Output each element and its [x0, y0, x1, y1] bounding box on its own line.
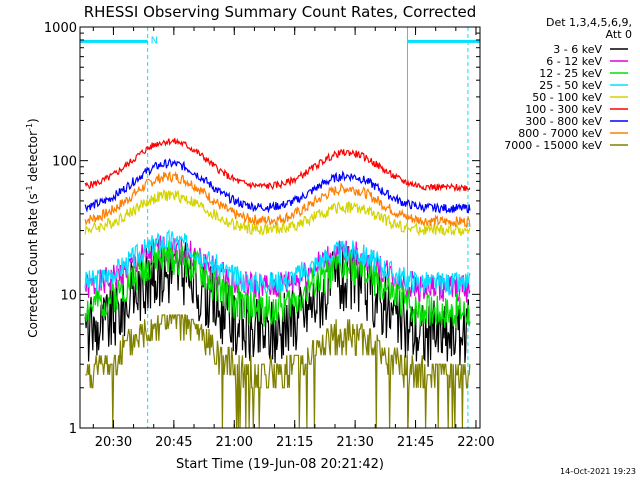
y-tick-label-1: 1 [69, 422, 77, 437]
flag-label: N [151, 35, 158, 46]
series-line-1 [84, 239, 471, 367]
y-axis-label-sup1: -1 [25, 185, 34, 193]
series-line-3 [84, 240, 471, 329]
x-tick-label-4: 21:15 [276, 435, 313, 450]
x-tick-label-7: 22:00 [457, 435, 494, 450]
legend-title-line1: Det 1,3,4,5,6,9, [546, 16, 632, 29]
y-axis-label: Corrected Count Rate (s-1 detector-1) [25, 118, 40, 337]
series-line-8 [84, 170, 471, 229]
generation-timestamp: 14-Oct-2021 19:23 [560, 467, 636, 476]
x-tick-label-3: 21:00 [216, 435, 253, 450]
series-line-6 [84, 137, 471, 193]
legend-label-7: 300 - 800 keV [525, 115, 602, 128]
legend-title-line2: Att 0 [606, 28, 632, 41]
legend-label-3: 12 - 25 keV [539, 67, 602, 80]
x-tick-label-2: 20:45 [155, 435, 192, 450]
series-group: N [80, 27, 480, 428]
plot-area: N 20:30 20:45 21:00 21:15 21:30 21:45 22:00 1 10 1… [44, 21, 495, 450]
x-tick-label-5: 21:30 [336, 435, 373, 450]
y-axis-label-part3: ) [26, 118, 40, 123]
series-line-9 [85, 314, 471, 428]
y-tick-label-3: 100 [52, 155, 77, 170]
y-axis-label-part1: Corrected Count Rate (s [26, 193, 40, 337]
y-tick-label-2: 10 [60, 288, 77, 303]
series-line-5 [84, 189, 471, 237]
plot-frame [79, 26, 481, 429]
legend-label-5: 50 - 100 keV [532, 91, 602, 104]
legend-label-2: 6 - 12 keV [546, 55, 602, 68]
legend-label-6: 100 - 300 keV [525, 103, 602, 116]
series-line-4 [84, 229, 471, 296]
x-tick-label-6: 21:45 [397, 435, 434, 450]
y-tick-label-4: 1000 [44, 21, 77, 36]
series-line-7 [84, 158, 471, 214]
x-axis-label: Start Time (19-Jun-08 20:21:42) [176, 457, 384, 472]
x-tick-label-1: 20:30 [95, 435, 132, 450]
legend-label-8: 800 - 7000 keV [518, 127, 602, 140]
legend-label-1: 3 - 6 keV [553, 43, 602, 56]
y-axis-label-part2: detector [26, 131, 40, 186]
legend-label-4: 25 - 50 keV [539, 79, 602, 92]
legend-label-9: 7000 - 15000 keV [504, 139, 602, 152]
chart-title: RHESSI Observing Summary Count Rates, Co… [84, 3, 477, 21]
y-axis-label-sup2: -1 [25, 123, 34, 131]
